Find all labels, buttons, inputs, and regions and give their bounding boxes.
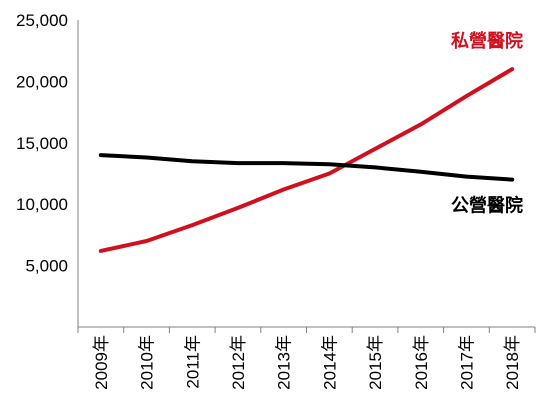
x-tick-label: 2012年 <box>229 335 248 390</box>
x-tick-label: 2009年 <box>92 335 111 390</box>
y-tick-label: 15,000 <box>16 134 68 153</box>
series-label-0: 私營醫院 <box>451 30 523 52</box>
series-line-1 <box>98 153 515 182</box>
y-tick-label: 5,000 <box>25 257 68 276</box>
y-tick-label: 10,000 <box>16 195 68 214</box>
x-tick-label: 2010年 <box>138 335 157 390</box>
x-tick-label: 2018年 <box>503 335 522 390</box>
series-lines <box>98 67 515 253</box>
x-tick-label: 2013年 <box>275 335 294 390</box>
x-tick-label: 2015年 <box>366 335 385 390</box>
x-tick-label: 2011年 <box>183 335 202 389</box>
y-axis-ticks: 5,000 10,000 15,000 20,000 25,000 <box>16 11 68 276</box>
x-tick-label: 2017年 <box>457 335 476 390</box>
series-label-1: 公營醫院 <box>451 195 523 217</box>
x-tick-label: 2014年 <box>320 335 339 390</box>
axes <box>77 20 535 328</box>
x-axis-ticks: 2009年 2010年 2011年 2012年 2013年 2014年 2015年 2016年… <box>77 327 536 390</box>
y-tick-label: 25,000 <box>16 11 68 30</box>
x-tick-label: 2016年 <box>412 335 431 390</box>
series-line-0 <box>98 67 515 253</box>
y-tick-label: 20,000 <box>16 72 68 91</box>
